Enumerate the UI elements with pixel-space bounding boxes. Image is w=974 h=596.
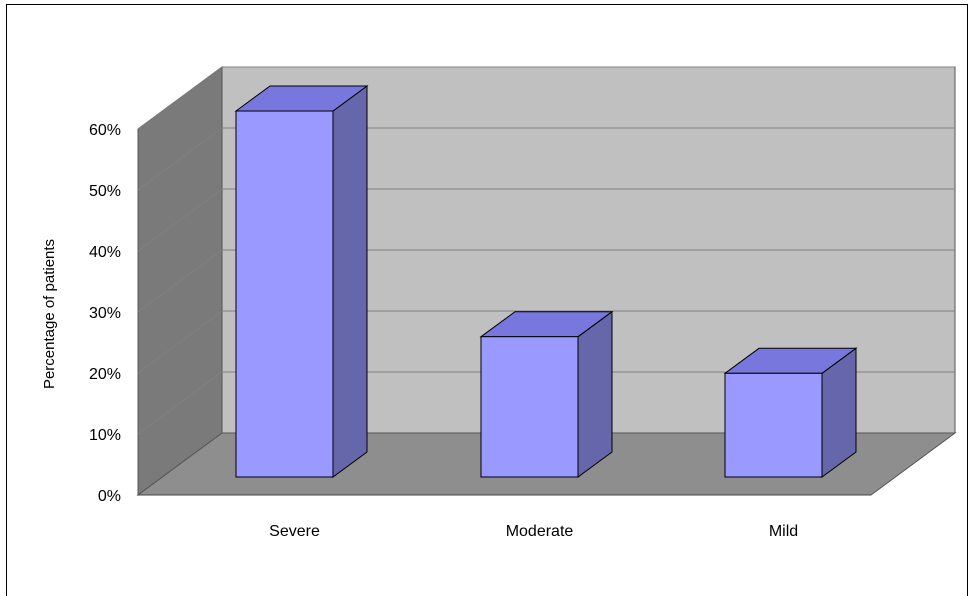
bar-front: [724, 372, 823, 478]
gridline-side: [137, 249, 223, 313]
x-tick-label: Mild: [769, 523, 798, 540]
y-tick-label: 10%: [89, 427, 121, 444]
x-tick-label: Severe: [269, 523, 320, 540]
y-tick-label: 0%: [98, 488, 121, 505]
bar-side: [577, 310, 613, 478]
bar-moderate: [479, 310, 614, 478]
bar-mild: [723, 347, 858, 478]
gridline-side: [137, 310, 223, 374]
y-axis-title: Percentage of patients: [41, 239, 58, 389]
bar-front: [235, 110, 334, 478]
bar-front: [480, 336, 579, 478]
bar-side: [332, 85, 368, 478]
gridline-side: [137, 127, 223, 191]
y-tick-label: 50%: [89, 183, 121, 200]
x-tick-label: Moderate: [506, 523, 574, 540]
y-axis-ticks: 0% 10% 20% 30% 40% 50% 60%: [89, 122, 121, 505]
gridline-side: [137, 371, 223, 435]
gridline-side: [137, 188, 223, 252]
bars: [234, 85, 858, 478]
y-tick-label: 30%: [89, 305, 121, 322]
bar-severe: [234, 85, 369, 478]
chart-border: [6, 4, 968, 596]
x-axis-labels: Severe Moderate Mild: [138, 494, 871, 540]
gridline-side: [137, 66, 223, 130]
y-tick-label: 40%: [89, 244, 121, 261]
y-tick-label: 60%: [89, 122, 121, 139]
y-tick-label: 20%: [89, 366, 121, 383]
